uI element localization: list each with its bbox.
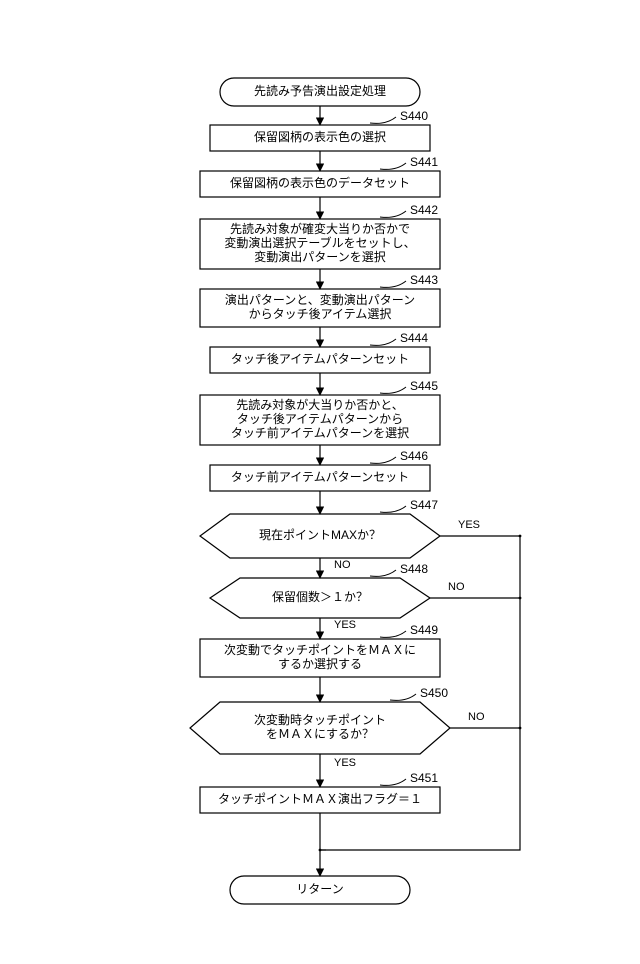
svg-text:先読み対象が大当りか否かと、: 先読み対象が大当りか否かと、 bbox=[236, 397, 404, 412]
svg-text:S451: S451 bbox=[410, 771, 438, 785]
svg-text:YES: YES bbox=[334, 757, 356, 769]
svg-text:演出パターンと、変動演出パターン: 演出パターンと、変動演出パターン bbox=[225, 292, 415, 307]
flowchart: 先読み予告演出設定処理保留図柄の表示色の選択 S440 保留図柄の表示色のデータセッ… bbox=[0, 0, 640, 964]
svg-text:S447: S447 bbox=[410, 498, 438, 512]
svg-text:タッチ後アイテムパターンから: タッチ後アイテムパターンから bbox=[237, 412, 403, 426]
svg-text:タッチ前アイテムパターンセット: タッチ前アイテムパターンセット bbox=[231, 469, 409, 484]
svg-text:次変動時タッチポイント: 次変動時タッチポイント bbox=[254, 712, 386, 727]
svg-text:S442: S442 bbox=[410, 203, 438, 217]
svg-text:リターン: リターン bbox=[296, 882, 343, 896]
svg-text:S444: S444 bbox=[400, 331, 428, 345]
svg-text:保留図柄の表示色のデータセット: 保留図柄の表示色のデータセット bbox=[230, 175, 410, 190]
svg-text:保留図柄の表示色の選択: 保留図柄の表示色の選択 bbox=[254, 130, 386, 144]
svg-text:S448: S448 bbox=[400, 562, 428, 576]
svg-text:をＭＡＸにするか？: をＭＡＸにするか？ bbox=[266, 727, 374, 741]
svg-text:S441: S441 bbox=[410, 155, 438, 169]
svg-text:S445: S445 bbox=[410, 379, 438, 393]
svg-text:S446: S446 bbox=[400, 449, 428, 463]
svg-text:YES: YES bbox=[458, 519, 480, 531]
svg-text:現在ポイントMAXか？: 現在ポイントMAXか？ bbox=[259, 528, 381, 542]
svg-text:変動演出選択テーブルをセットし、: 変動演出選択テーブルをセットし、 bbox=[224, 235, 415, 250]
svg-text:S440: S440 bbox=[400, 109, 428, 123]
svg-text:S443: S443 bbox=[410, 273, 438, 287]
svg-text:NO: NO bbox=[334, 559, 351, 571]
svg-text:次変動でタッチポイントをＭＡＸに: 次変動でタッチポイントをＭＡＸに bbox=[224, 642, 416, 657]
svg-text:タッチ後アイテムパターンセット: タッチ後アイテムパターンセット bbox=[231, 352, 409, 366]
svg-text:NO: NO bbox=[448, 581, 465, 593]
svg-text:先読み対象が確変大当りか否かで: 先読み対象が確変大当りか否かで bbox=[230, 221, 410, 236]
svg-text:からタッチ後アイテム選択: からタッチ後アイテム選択 bbox=[249, 307, 392, 321]
svg-text:YES: YES bbox=[334, 619, 356, 631]
svg-text:NO: NO bbox=[468, 711, 485, 723]
svg-text:タッチポイントＭＡＸ演出フラグ＝１: タッチポイントＭＡＸ演出フラグ＝１ bbox=[218, 791, 422, 806]
svg-text:S449: S449 bbox=[410, 623, 438, 637]
svg-text:変動演出パターンを選択: 変動演出パターンを選択 bbox=[254, 249, 385, 264]
svg-text:S450: S450 bbox=[420, 686, 448, 700]
svg-text:するか選択する: するか選択する bbox=[278, 657, 362, 671]
svg-text:先読み予告演出設定処理: 先読み予告演出設定処理 bbox=[254, 83, 386, 98]
svg-text:保留個数＞１か？: 保留個数＞１か？ bbox=[272, 589, 368, 604]
svg-text:タッチ前アイテムパターンを選択: タッチ前アイテムパターンを選択 bbox=[231, 425, 409, 440]
